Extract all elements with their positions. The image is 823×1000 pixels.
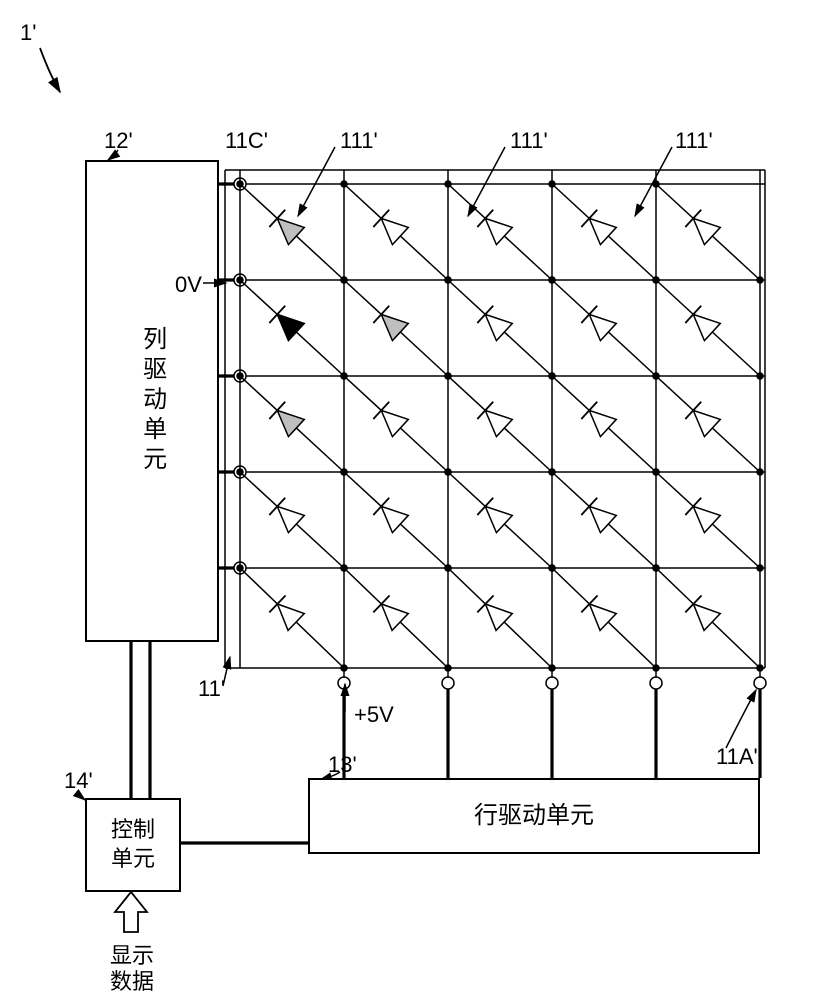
ref-11-label: 11' [198,676,225,702]
plus5v-label: +5V [354,702,394,728]
row-driver-label: 行驱动单元 [474,800,594,831]
control-unit-block: 控制 单元 [85,798,181,892]
control-unit-label: 控制 单元 [111,816,155,873]
ref-13-label: 13' [328,752,357,778]
ref-11a-label: 11A' [716,744,758,770]
diagram-canvas: 1' 12' 11C' 111' 111' 111' 列驱动单元 0V 11' … [0,0,823,1000]
display-data-label: 显示 数据 [110,943,154,996]
row-driver-block: 行驱动单元 [308,778,760,854]
ref-14-label: 14' [64,768,93,794]
